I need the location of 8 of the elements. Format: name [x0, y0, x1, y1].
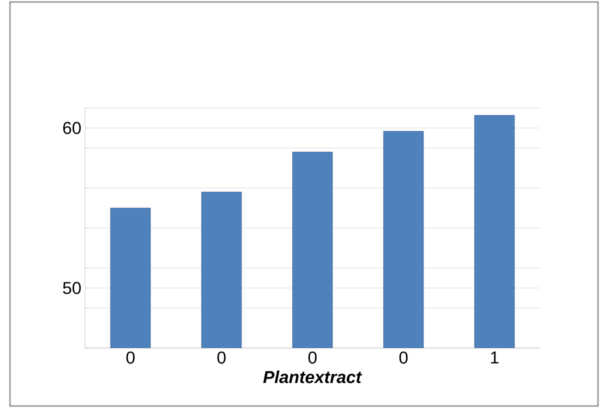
- x-tick-label: 1: [491, 352, 498, 364]
- y-tick-label: 50: [63, 282, 81, 294]
- x-tick-label: 0: [217, 352, 226, 364]
- x-tick-label: 0: [399, 352, 408, 364]
- x-tick-label: 0: [126, 352, 135, 364]
- y-tick-label: 60: [63, 122, 81, 134]
- x-tick-label: 0: [308, 352, 317, 364]
- x-axis-title: Plantextract: [263, 370, 362, 384]
